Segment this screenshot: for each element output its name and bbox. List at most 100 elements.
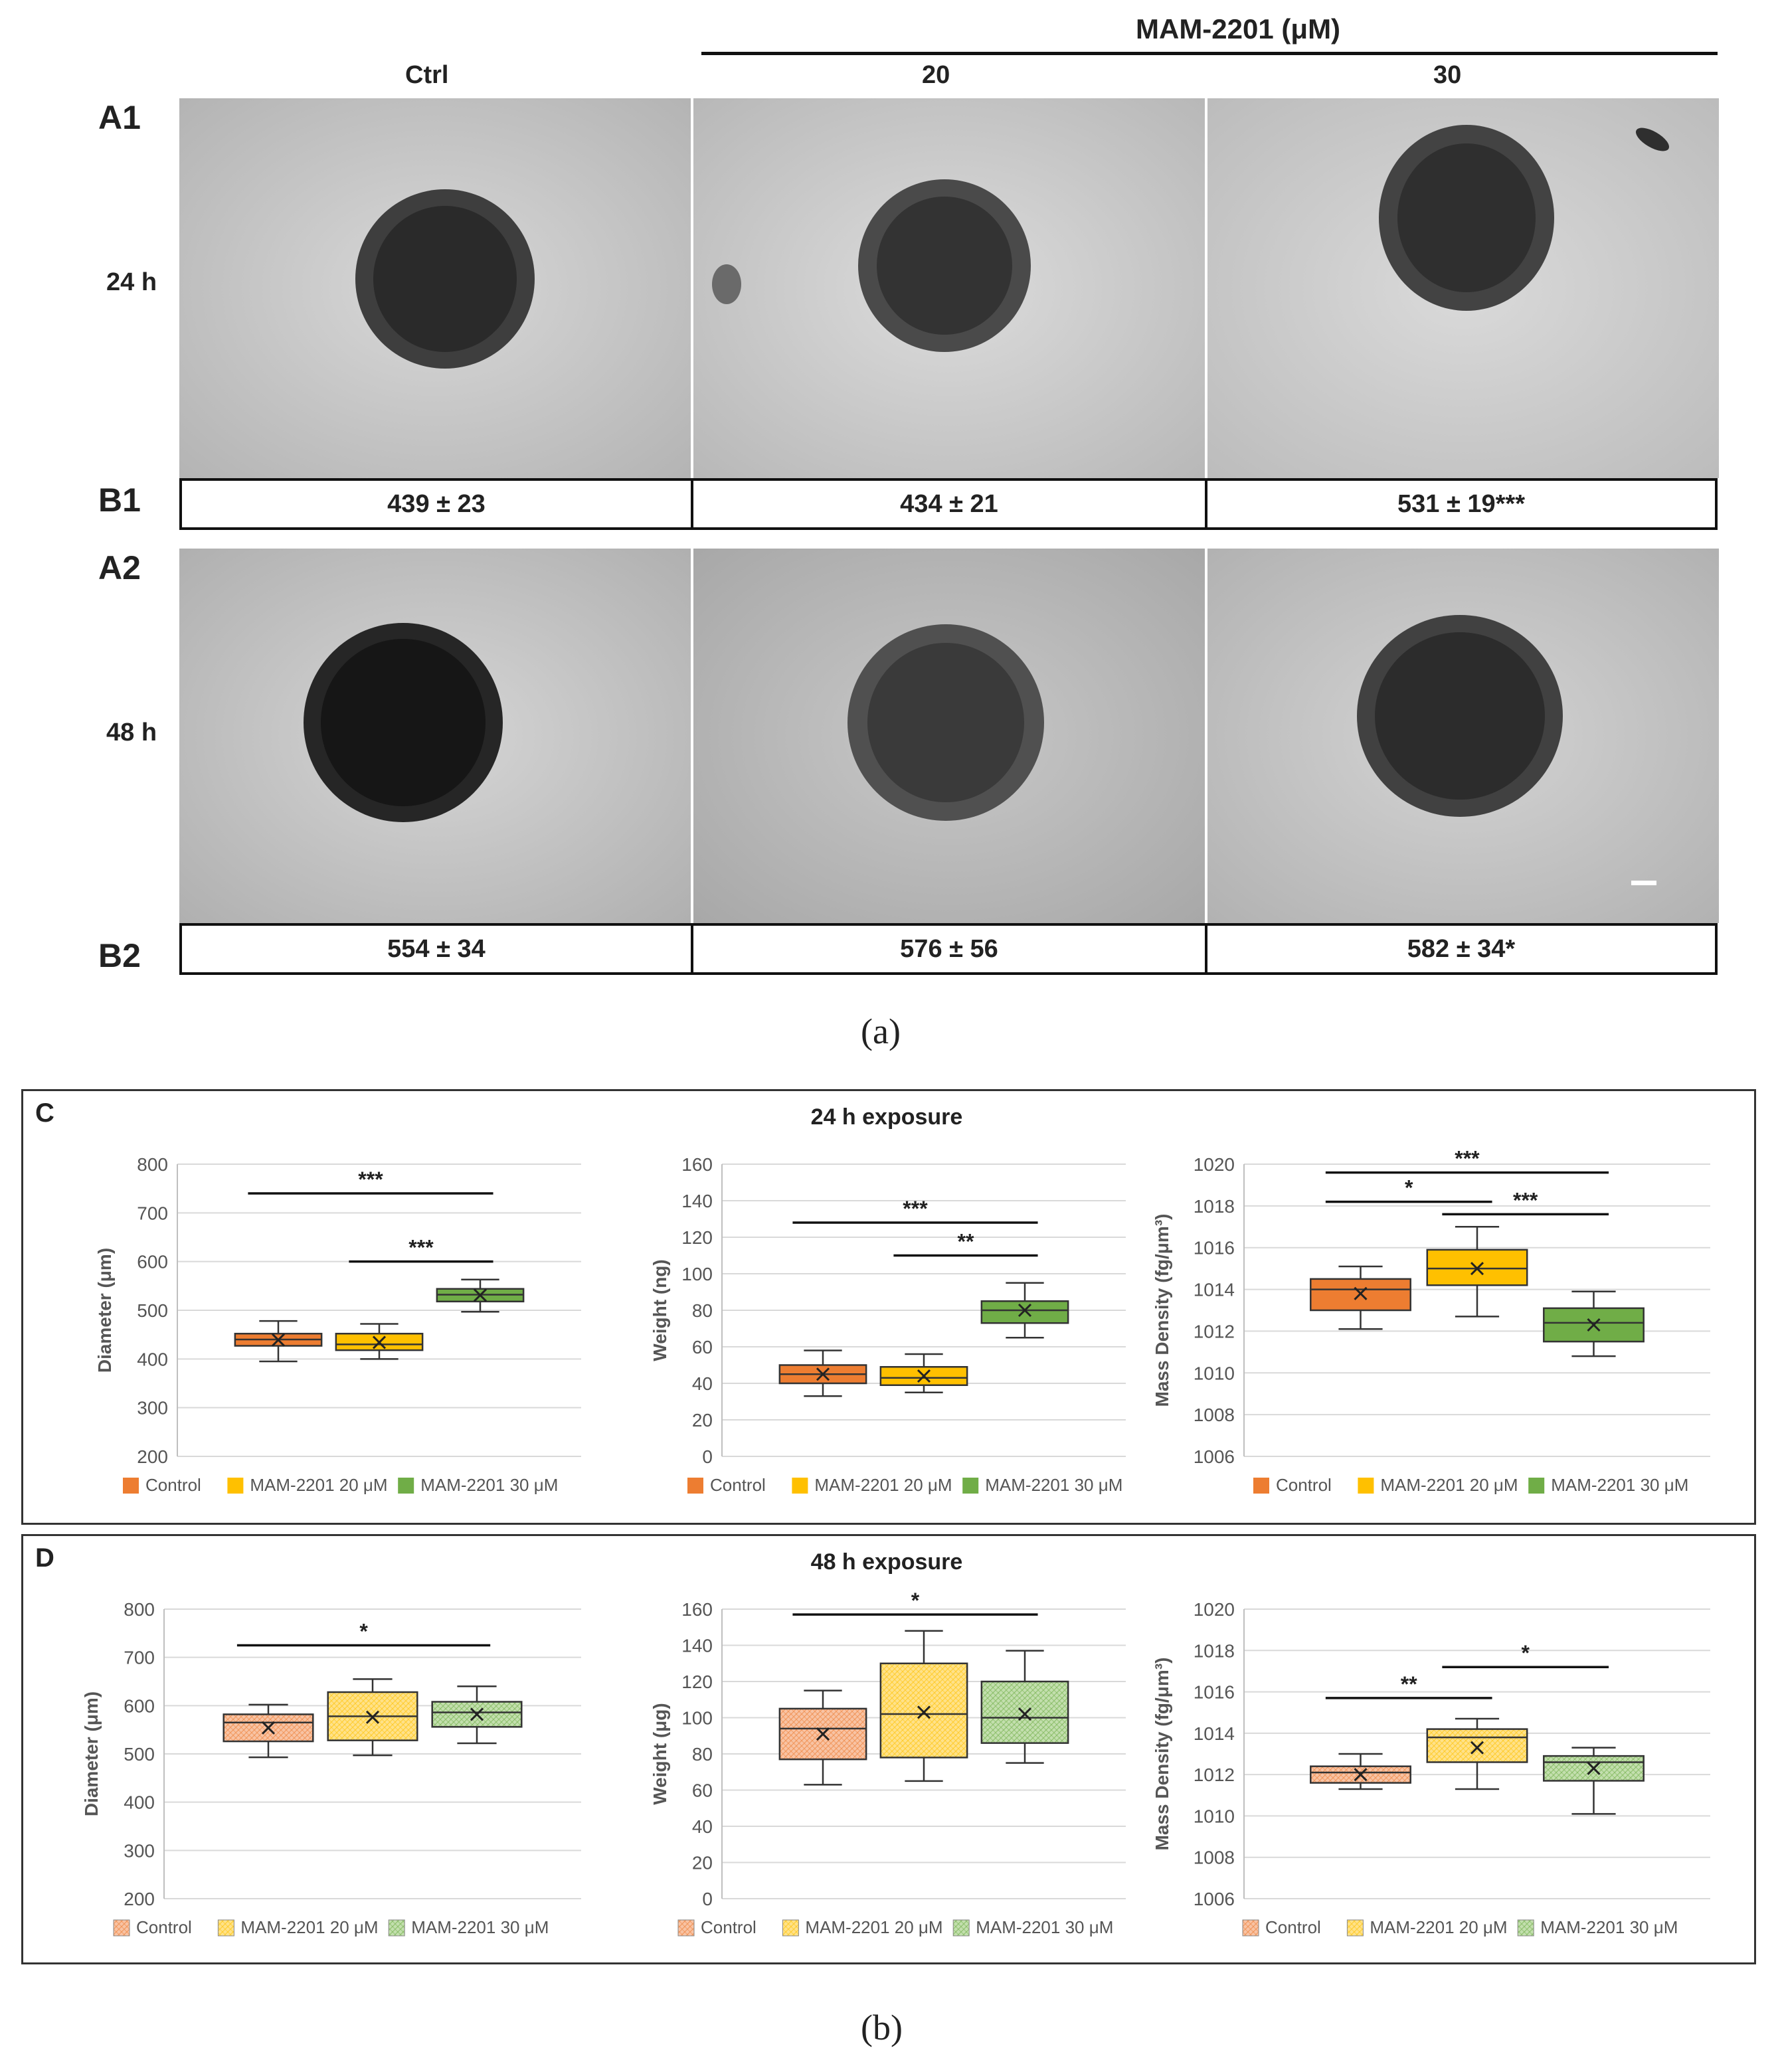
y-tick-label: 20 [692, 1410, 713, 1430]
measurement-48h-20: 576 ± 56 [691, 923, 1207, 975]
legend-entry: MAM-2201 20 μM [814, 1475, 952, 1495]
panel-c-frame: C 24 h exposure 200 300 400 500 600 700 800 Diame… [21, 1089, 1756, 1525]
y-tick-label: 1008 [1194, 1848, 1235, 1868]
significance-label: ** [1401, 1672, 1417, 1696]
y-tick-label: 1018 [1194, 1196, 1235, 1217]
y-tick-label: 60 [692, 1337, 713, 1357]
y-tick-label: 500 [124, 1744, 155, 1765]
y-tick-label: 1008 [1194, 1405, 1235, 1425]
mean-marker [1018, 1707, 1032, 1721]
measurement-48h-ctrl: 554 ± 34 [179, 923, 693, 975]
mean-marker [917, 1369, 931, 1383]
box-mam20 [327, 1678, 418, 1757]
y-tick-label: 20 [692, 1853, 713, 1873]
mean-marker [365, 1710, 380, 1724]
box-control [1310, 1265, 1411, 1330]
legend-swatch [1358, 1478, 1374, 1494]
legend-swatch [952, 1919, 970, 1937]
legend-swatch [123, 1478, 139, 1494]
y-tick-label: 800 [124, 1599, 155, 1620]
y-tick-label: 1014 [1194, 1723, 1235, 1744]
legend-swatch [792, 1478, 808, 1494]
box-mam30 [980, 1650, 1069, 1764]
box-control [778, 1349, 867, 1397]
panel-c-charts: C 24 h exposure200300400500600700800Diame… [35, 1098, 1710, 1495]
box-iqr [1310, 1278, 1411, 1312]
significance-label: *** [1455, 1147, 1480, 1171]
y-tick-label: 60 [692, 1780, 713, 1801]
legend-entry: MAM-2201 30 μM [976, 1917, 1113, 1937]
legend-swatch [398, 1478, 414, 1494]
mean-marker [1354, 1768, 1368, 1782]
spheroid-image-24h-30 [1207, 98, 1719, 478]
box-mam30 [1543, 1290, 1645, 1357]
box-mam30 [1543, 1747, 1645, 1815]
box-mam20 [879, 1353, 968, 1393]
panel-title: 48 h exposure [811, 1549, 963, 1575]
row-label-a1: A1 [98, 99, 141, 136]
y-tick-label: 40 [692, 1816, 713, 1837]
treatment-label: MAM-2201 (μM) [1136, 13, 1341, 44]
box-iqr [879, 1662, 968, 1759]
y-tick-label: 1012 [1194, 1765, 1235, 1785]
column-header-20: 20 [922, 61, 950, 89]
box-mam20 [1426, 1717, 1528, 1790]
legend-swatch [1346, 1919, 1364, 1937]
mean-marker [470, 1707, 484, 1721]
y-tick-label: 700 [137, 1203, 168, 1223]
legend-entry: Control [136, 1917, 192, 1937]
legend-swatch [687, 1478, 703, 1494]
significance-label: ** [958, 1230, 974, 1254]
spheroid-image-48h-30 [1207, 549, 1719, 923]
significance-label: *** [358, 1167, 383, 1191]
mean-marker [372, 1336, 387, 1349]
mean-marker [1354, 1286, 1368, 1300]
legend: Control MAM-2201 20 μM MAM-2201 30 μM [113, 1917, 549, 1937]
y-tick-label: 120 [681, 1227, 713, 1248]
legend-entry: Control [710, 1475, 766, 1495]
box-chart-1: 200 300 400 500 600 700 800 Diameter (μm) * Contr… [81, 1599, 581, 1937]
subfigure-label-b: (b) [861, 2008, 903, 2047]
measurement-48h-30: 582 ± 34* [1205, 923, 1718, 975]
scale-bar [1631, 881, 1656, 885]
panel-letter-c: C [35, 1098, 54, 1128]
legend-entry: MAM-2201 30 μM [411, 1917, 549, 1937]
legend-entry: MAM-2201 30 μM [1540, 1917, 1678, 1937]
legend-swatch [1528, 1478, 1545, 1494]
box-chart-3: 1006 1008 1010 1012 1014 1016 1018 1020 Mass Den… [1152, 1147, 1710, 1495]
legend-entry: Control [1265, 1917, 1321, 1937]
box-iqr [980, 1300, 1069, 1324]
y-tick-label: 600 [124, 1695, 155, 1716]
y-axis-label: Mass Density (fg/μm³) [1152, 1658, 1172, 1851]
box-iqr [1426, 1249, 1528, 1286]
y-tick-label: 80 [692, 1744, 713, 1765]
legend: Control MAM-2201 20 μM MAM-2201 30 μM [687, 1475, 1122, 1495]
spheroid-image-24h-ctrl [179, 98, 691, 478]
measurement-24h-30: 531 ± 19*** [1205, 478, 1718, 530]
box-chart-1: 200 300 400 500 600 700 800 Diameter (μm) *** ***… [94, 1154, 581, 1495]
legend-swatch [782, 1919, 799, 1937]
y-tick-label: 1010 [1194, 1806, 1235, 1826]
y-tick-label: 400 [137, 1349, 168, 1369]
legend-swatch [1242, 1919, 1259, 1937]
legend: Control MAM-2201 20 μM MAM-2201 30 μM [1242, 1917, 1678, 1937]
mean-marker [1470, 1741, 1484, 1755]
y-tick-label: 200 [137, 1446, 168, 1467]
y-tick-label: 300 [124, 1840, 155, 1861]
y-tick-label: 0 [702, 1889, 713, 1909]
legend-swatch [217, 1919, 234, 1937]
panel-d-charts: D 48 h exposure200300400500600700800Diame… [35, 1543, 1710, 1937]
y-tick-label: 80 [692, 1300, 713, 1321]
box-mam30 [431, 1685, 523, 1745]
y-tick-label: 1020 [1194, 1154, 1235, 1175]
mean-marker [1587, 1761, 1601, 1775]
spheroid-image-24h-20 [693, 98, 1205, 478]
row-time-24h: 24 h [106, 268, 157, 296]
box-mam20 [335, 1323, 424, 1360]
mean-marker [473, 1288, 488, 1302]
y-tick-label: 800 [137, 1154, 168, 1175]
box-iqr [1426, 1728, 1528, 1763]
legend-entry: MAM-2201 20 μM [805, 1917, 942, 1937]
y-tick-label: 1006 [1194, 1446, 1235, 1467]
